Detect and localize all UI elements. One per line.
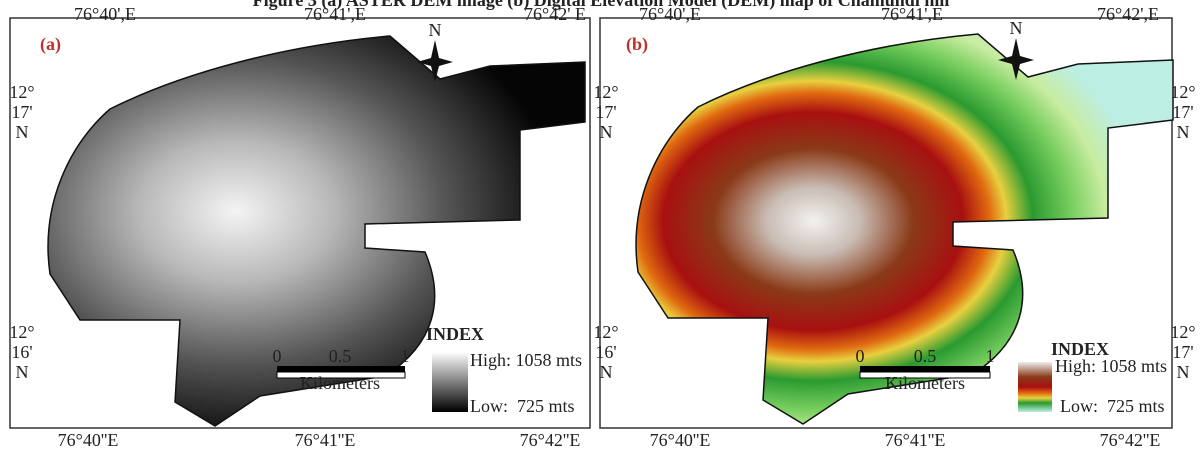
scale-tick: 1 [986,346,995,366]
scale-tick: 0.5 [329,346,352,366]
scale-tick: 0.5 [914,346,937,366]
scale-bar [340,366,405,372]
scale-tick: 1 [401,346,410,366]
lat-tick-label: N [16,362,29,382]
lat-tick-label: 17' [1172,342,1193,362]
figure: Figure 3 (a) ASTER DEM image (b) Digital… [0,0,1202,452]
lat-tick-label: 12° [593,82,618,102]
legend-high: High: 1058 mts [470,350,582,370]
lat-tick-label: 12° [9,82,34,102]
lat-tick-label: 17' [595,102,616,122]
scale-bar [277,366,340,372]
lat-tick-label: 12° [1170,82,1195,102]
top-tick-label: 76°40',E [639,4,701,24]
lat-tick-label: 12° [9,322,34,342]
legend-low: Low: 725 mts [470,396,575,416]
top-tick-label: 76°42',E [1097,4,1159,24]
lat-tick-label: 12° [1170,322,1195,342]
bottom-tick-label: 76°40''E [58,430,119,450]
top-tick-label: 76°41',E [881,4,943,24]
panel-label: (a) [40,34,61,55]
lat-tick-label: 12° [593,322,618,342]
scale-bar [925,366,990,372]
scale-tick: 0 [856,346,865,366]
top-tick-label: 76°42' E [524,4,586,24]
top-tick-label: 76°41',E [304,4,366,24]
legend-ramp [432,352,468,412]
lat-tick-label: 16' [595,342,616,362]
legend-ramp [1018,362,1052,412]
north-label: N [429,20,442,40]
lat-tick-label: N [1177,362,1190,382]
scale-tick: 0 [273,346,282,366]
bottom-tick-label: 76°42''E [520,430,581,450]
top-tick-label: 76°40',E [74,4,136,24]
bottom-tick-label: 76°41''E [885,430,946,450]
bottom-tick-label: 76°42''E [1100,430,1161,450]
lat-tick-label: N [16,122,29,142]
lat-tick-label: N [1177,122,1190,142]
lat-tick-label: 16' [11,342,32,362]
scale-unit: Kilometers [885,373,965,393]
lat-tick-label: 17' [11,102,32,122]
legend-low: Low: 725 mts [1060,396,1165,416]
legend-title: INDEX [426,324,484,344]
bottom-tick-label: 76°41''E [295,430,356,450]
scale-unit: Kilometers [300,373,380,393]
bottom-tick-label: 76°40''E [650,430,711,450]
scale-bar [860,366,925,372]
lat-tick-label: N [600,362,613,382]
north-label: N [1010,18,1023,38]
lat-tick-label: N [600,122,613,142]
lat-tick-label: 17' [1172,102,1193,122]
legend-high: High: 1058 mts [1055,356,1167,376]
panel-label: (b) [626,34,648,55]
